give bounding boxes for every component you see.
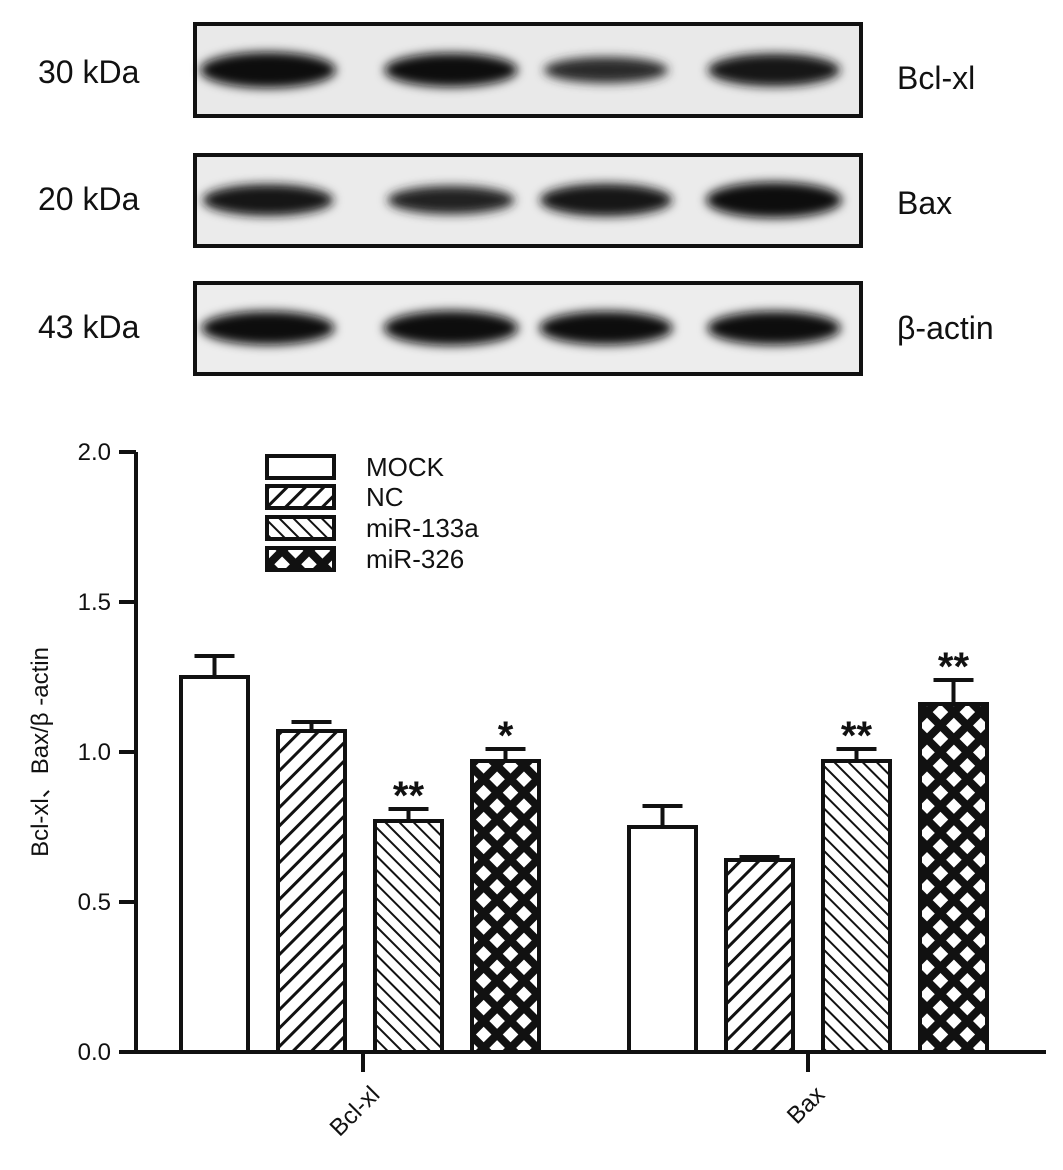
y-tick-label: 0.0 <box>78 1039 111 1066</box>
protein-label-bcl-xl: Bcl-xl <box>897 60 975 96</box>
legend-label-mir-326: miR-326 <box>366 544 464 574</box>
protein-label-beta-actin: β-actin <box>897 310 994 346</box>
x-tick-label-bax: Bax <box>782 1081 830 1129</box>
bars: ******* <box>179 645 989 1054</box>
band-bax-lane-4 <box>706 182 842 218</box>
band-bax-lane-2 <box>387 185 515 215</box>
bar-mir-133a-bax <box>821 759 892 1054</box>
significance-mir-133a-bax: ** <box>841 714 873 758</box>
mw-label-bax: 20 kDa <box>38 181 140 217</box>
band-actin-lane-1 <box>201 311 335 345</box>
x-axis-ticks: Bcl-xl Bax <box>325 1052 830 1142</box>
band-bax-lane-3 <box>539 183 673 217</box>
band-bcl-xl-lane-2 <box>384 53 518 87</box>
y-tick-label: 1.0 <box>78 739 111 766</box>
significance-mir-133a-bcl-xl: ** <box>393 774 425 818</box>
legend-swatch-mir-133a <box>265 515 336 541</box>
band-actin-lane-4 <box>707 311 841 345</box>
significance-mir-326-bax: ** <box>938 645 970 689</box>
legend-label-nc: NC <box>366 482 404 512</box>
legend-swatch-mock <box>265 454 336 480</box>
band-actin-lane-2 <box>383 310 519 346</box>
bar-nc-bcl-xl <box>276 729 347 1054</box>
bands-bax <box>202 182 842 218</box>
band-actin-lane-3 <box>539 311 673 345</box>
blot-row-bax: 20 kDa Bax <box>38 153 952 248</box>
band-bcl-xl-lane-1 <box>200 52 336 88</box>
legend-swatch-nc <box>265 484 336 510</box>
bar-chart: Bcl-xl、Bax/β -actin 0.0 0.5 1.0 1.5 2.0 Bcl-… <box>27 439 1046 1142</box>
legend-label-mir-133a: miR-133a <box>366 513 479 543</box>
band-bax-lane-1 <box>202 184 334 216</box>
western-blot-panel: 30 kDa Bcl-xl 20 kDa Bax 43 kDa β-actin <box>38 22 994 376</box>
bands-bcl-xl <box>200 52 841 88</box>
bands-beta-actin <box>201 310 841 346</box>
blot-row-bcl-xl: 30 kDa Bcl-xl <box>38 22 975 118</box>
y-tick-label: 0.5 <box>78 889 111 916</box>
protein-label-bax: Bax <box>897 185 952 221</box>
blot-row-beta-actin: 43 kDa β-actin <box>38 281 994 376</box>
y-tick-label: 2.0 <box>78 439 111 466</box>
y-tick-label: 1.5 <box>78 589 111 616</box>
y-axis-label: Bcl-xl、Bax/β -actin <box>27 647 54 857</box>
significance-mir-326-bcl-xl: * <box>498 714 514 758</box>
bar-mock-bax <box>627 825 698 1054</box>
band-bcl-xl-lane-4 <box>707 53 841 87</box>
mw-label-beta-actin: 43 kDa <box>38 309 140 345</box>
mw-label-bcl-xl: 30 kDa <box>38 54 140 90</box>
legend-swatch-mir-326 <box>265 546 336 572</box>
x-tick-label-bcl-xl: Bcl-xl <box>325 1081 386 1142</box>
band-bcl-xl-lane-3 <box>543 56 669 84</box>
y-axis-ticks: 0.0 0.5 1.0 1.5 2.0 <box>78 439 136 1066</box>
bar-mir-326-bcl-xl <box>470 759 541 1054</box>
bar-mir-133a-bcl-xl <box>373 819 444 1054</box>
bar-mock-bcl-xl <box>179 675 250 1054</box>
bar-mir-326-bax <box>918 702 989 1054</box>
legend-label-mock: MOCK <box>366 452 445 482</box>
bar-nc-bax <box>724 858 795 1054</box>
